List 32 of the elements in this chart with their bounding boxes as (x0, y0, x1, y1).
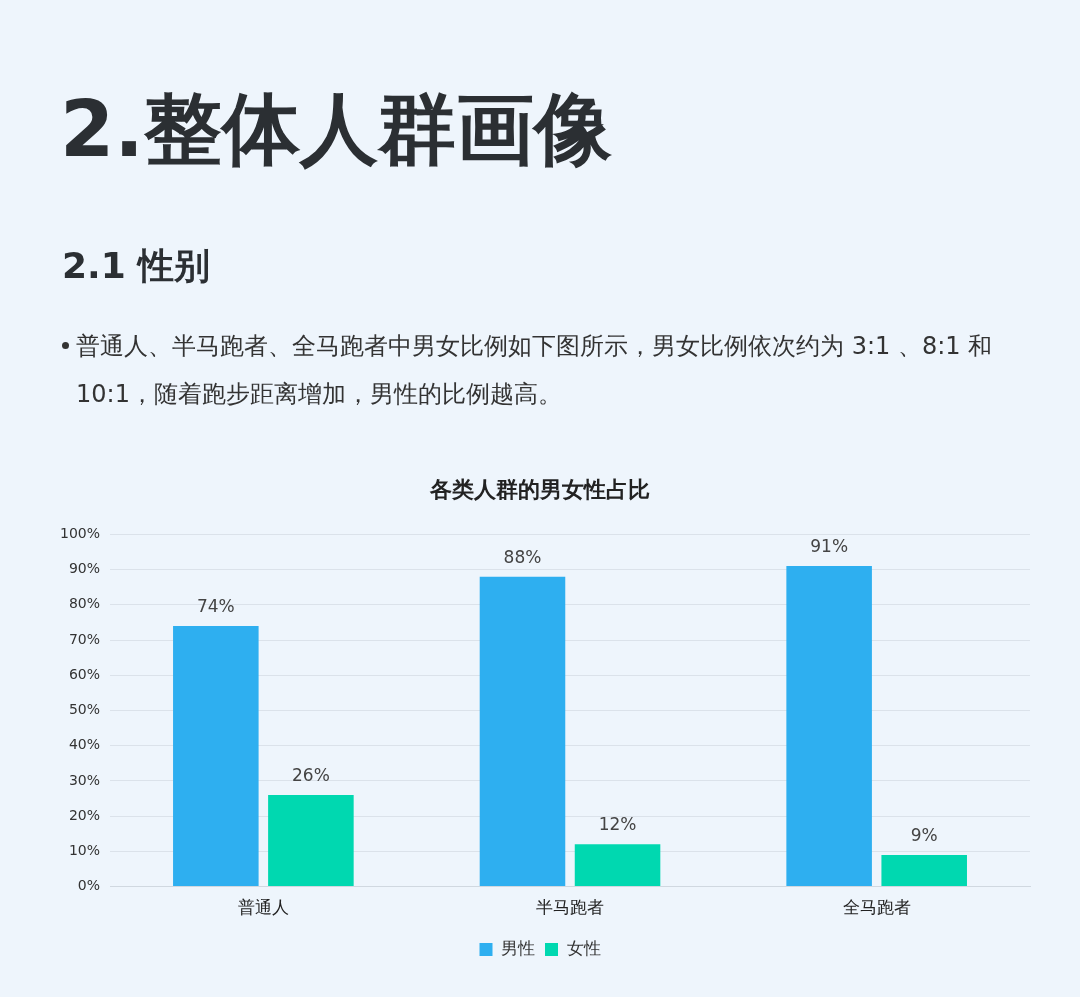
text: 2.1 性别 (62, 244, 211, 288)
data-label: 9% (910, 824, 938, 845)
text: 2.整体人群画像 (60, 83, 612, 176)
y-tick-label: 10% (68, 842, 101, 859)
y-tick-label: 50% (68, 701, 101, 718)
bar (479, 576, 566, 887)
legend-label: 女性 (566, 937, 601, 958)
y-tick-label: 40% (68, 736, 101, 753)
y-tick-label: 60% (68, 665, 101, 682)
x-tick-label: 全马跑者 (842, 897, 911, 918)
data-label: 91% (810, 536, 849, 557)
y-tick-label: 80% (68, 595, 101, 612)
y-tick-label: 90% (68, 560, 101, 577)
data-label: 74% (196, 595, 235, 616)
data-label: 26% (291, 764, 330, 785)
x-tick-label: 普通人 (237, 897, 289, 918)
bar (881, 854, 967, 887)
legend-label: 男性 (501, 937, 535, 958)
bar (786, 566, 872, 887)
data-label: 88% (503, 546, 542, 567)
bar (268, 795, 354, 887)
x-tick-label: 半马跑者 (536, 897, 605, 918)
y-tick-label: 100% (59, 525, 101, 542)
data-label: 12% (598, 814, 637, 835)
y-tick-label: 70% (68, 630, 101, 647)
y-tick-label: 30% (68, 771, 101, 788)
text: 普通人、半马跑者、全马跑者中男女比例如下图所示，男女比例依次约为 3:1 、8:1 和10:1，随着跑步距离增加，男性的比例越高。 (75, 331, 994, 410)
y-tick-label: 0% (77, 877, 101, 894)
chart-title: 各类人群的男女性占比 (429, 476, 650, 502)
bar (574, 844, 661, 887)
y-tick-label: 20% (68, 806, 101, 823)
bar (173, 625, 259, 887)
